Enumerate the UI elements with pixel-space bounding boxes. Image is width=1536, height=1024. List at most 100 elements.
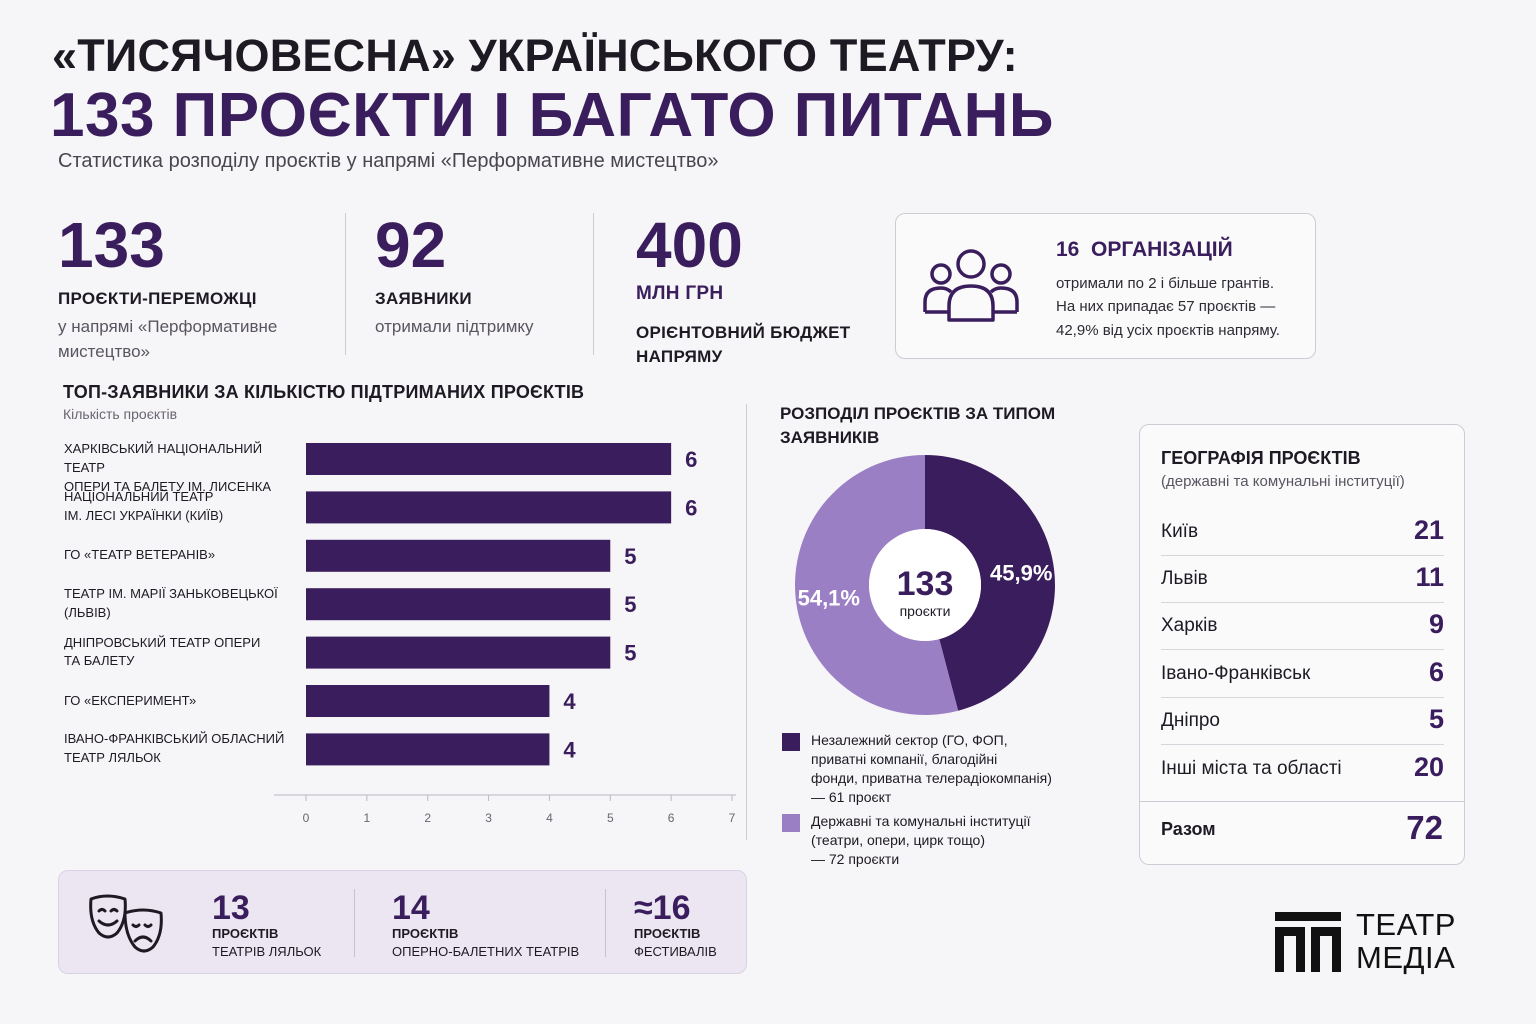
- stat-budget-label1: ОРІЄНТОВНИЙ БЮДЖЕТ: [636, 323, 851, 342]
- x-axis-tick-label: 6: [668, 811, 675, 825]
- section-divider: [746, 404, 747, 840]
- geography-city: Харків: [1161, 615, 1218, 636]
- bar-category-line: ІМ. ЛЕСІ УКРАЇНКИ (КИЇВ): [64, 508, 224, 524]
- pie-chart-title: РОЗПОДІЛ ПРОЄКТІВ ЗА ТИПОМ ЗАЯВНИКІВ: [780, 404, 1056, 447]
- organizations-description: отримали по 2 і більше грантів. На них п…: [1056, 272, 1306, 342]
- geography-value: 9: [1428, 609, 1444, 639]
- geography-city: Дніпро: [1161, 710, 1221, 731]
- bottom-divider: [605, 889, 606, 957]
- bar-category-line: ІВАНО-ФРАНКІВСЬКИЙ ОБЛАСНИЙ: [64, 731, 285, 747]
- logo-line1: ТЕАТР: [1356, 907, 1456, 942]
- organizations-card: 16 ОРГАНІЗАЦІЙ отримали по 2 і більше гр…: [895, 213, 1316, 359]
- theatre-masks-icon: [89, 894, 163, 953]
- bar-category-line: ТЕАТР ІМ. МАРІЇ ЗАНЬКОВЕЦЬКОЇ: [64, 586, 278, 602]
- geography-row: Івано-Франківськ 6: [1161, 651, 1444, 698]
- bar-category-label: ГО «ЕКСПЕРИМЕНТ»: [64, 692, 299, 711]
- donut-center-label: проєкти: [900, 603, 951, 619]
- stat-budget: 400 МЛН ГРН ОРІЄНТОВНИЙ БЮДЖЕТ НАПРЯМУ: [636, 213, 876, 369]
- bar-chart-subtitle: Кількість проєктів: [63, 406, 178, 422]
- bar: [306, 636, 611, 669]
- organizations-count: 16: [1056, 238, 1080, 261]
- bottom-opera-value: 14: [392, 889, 430, 927]
- organizations-line3: 42,9% від усіх проєктів напряму.: [1056, 321, 1280, 339]
- bar-category-line: НАЦІОНАЛЬНИЙ ТЕАТР: [64, 489, 214, 505]
- pie-slice: [795, 455, 959, 715]
- donut-hole: [869, 529, 981, 641]
- legend-text: Державні та комунальні інституції (театр…: [811, 812, 1031, 869]
- geography-row: Львів 11: [1161, 556, 1444, 603]
- geography-row: Київ 21: [1161, 509, 1444, 556]
- bar: [306, 443, 672, 475]
- geography-value: 11: [1415, 562, 1444, 592]
- stat-applicants: 92 ЗАЯВНИКИ отримали підтримку: [375, 213, 585, 340]
- legend-item-state: Державні та комунальні інституції (театр…: [782, 812, 1072, 872]
- stat-budget-unit: МЛН ГРН: [636, 283, 724, 304]
- bottom-puppet-label1: ПРОЄКТІВ: [212, 926, 279, 941]
- bar: [306, 588, 611, 621]
- organizations-line2: На них припадає 57 проєктів —: [1056, 298, 1276, 316]
- bar-value-label: 5: [624, 592, 636, 617]
- bar-chart-title: ТОП-ЗАЯВНИКИ ЗА КІЛЬКІСТЮ ПІДТРИМАНИХ ПР…: [63, 382, 585, 402]
- page-title-line2: 133 ПРОЄКТИ І БАГАТО ПИТАНЬ: [50, 81, 1054, 150]
- group-icon: [923, 249, 1019, 322]
- bar-category-line: ОПЕРИ ТА БАЛЕТУ ІМ. ЛИСЕНКА: [64, 478, 271, 494]
- geography-value: 21: [1413, 515, 1444, 545]
- legend-line: Державні та комунальні інституції: [811, 813, 1031, 829]
- bar: [306, 539, 611, 572]
- x-axis-tick-label: 1: [364, 811, 371, 825]
- legend-line: приватні компанії, благодійні: [811, 750, 998, 767]
- pie-slice: [925, 455, 1055, 711]
- legend-swatch: [782, 814, 800, 832]
- bar-value-label: 4: [563, 689, 576, 714]
- x-axis-tick-label: 5: [607, 811, 614, 825]
- logo-line2: МЕДІА: [1356, 939, 1456, 975]
- geography-total-value: 72: [1406, 809, 1443, 846]
- bar-category-label: ХАРКІВСЬКИЙ НАЦІОНАЛЬНИЙ ТЕАТР ОПЕРИ ТА Б…: [64, 440, 299, 497]
- teatr-media-logo-icon: [1275, 912, 1341, 972]
- x-axis-tick-label: 3: [485, 811, 492, 825]
- bar-category-line: ХАРКІВСЬКИЙ НАЦІОНАЛЬНИЙ ТЕАТР: [64, 441, 263, 475]
- bar-category-line: ДНІПРОВСЬКИЙ ТЕАТР ОПЕРИ: [64, 634, 261, 650]
- bar-category-line: ТА БАЛЕТУ: [64, 653, 135, 669]
- bar-category-line: (ЛЬВІВ): [64, 605, 111, 621]
- geography-row: Харків 9: [1161, 603, 1444, 650]
- geography-divider: [1140, 801, 1464, 802]
- geography-subtitle: (державні та комунальні інституції): [1161, 473, 1405, 490]
- geography-city: Івано-Франківськ: [1161, 663, 1311, 684]
- bar-value-label: 5: [624, 544, 636, 569]
- legend-item-independent: Незалежний сектор (ГО, ФОП, приватні ком…: [782, 731, 1072, 807]
- bar-category-label: НАЦІОНАЛЬНИЙ ТЕАТР ІМ. ЛЕСІ УКРАЇНКИ (КИЇ…: [64, 488, 299, 526]
- bar: [306, 491, 672, 524]
- stat-budget-value: 400: [636, 209, 743, 281]
- bar: [306, 733, 550, 766]
- stat-applicants-sub: отримали підтримку: [375, 317, 534, 336]
- organizations-title: 16 ОРГАНІЗАЦІЙ: [1056, 238, 1233, 262]
- bar-chart: 6 6 5 5 5 4 4 0 1 2 3 4 5 6 7: [274, 443, 736, 825]
- bottom-festival-label1: ПРОЄКТІВ: [634, 926, 701, 941]
- bottom-divider: [354, 889, 355, 957]
- geography-title: ГЕОГРАФІЯ ПРОЄКТІВ: [1161, 448, 1361, 468]
- bar-category-line: ГО «ЕКСПЕРИМЕНТ»: [64, 692, 197, 708]
- page-subtitle: Статистика розподілу проєктів у напрямі …: [58, 150, 719, 172]
- stat-winners: 133 ПРОЄКТИ-ПЕРЕМОЖЦІ у напрямі «Перформ…: [58, 213, 338, 364]
- bar-value-label: 6: [685, 495, 697, 520]
- organizations-title-text: ОРГАНІЗАЦІЙ: [1091, 238, 1233, 261]
- legend-line: — 61 проєкт: [811, 788, 892, 805]
- bar-category-label: ГО «ТЕАТР ВЕТЕРАНІВ»: [64, 546, 299, 565]
- stat-winners-label: ПРОЄКТИ-ПЕРЕМОЖЦІ: [58, 289, 257, 308]
- bottom-opera-label2: ОПЕРНО-БАЛЕТНИХ ТЕАТРІВ: [392, 944, 580, 959]
- bar-value-label: 6: [685, 447, 697, 472]
- bar-category-line: ТЕАТР ЛЯЛЬОК: [64, 750, 161, 766]
- geography-city: Інші міста та області: [1161, 758, 1342, 779]
- stat-applicants-label: ЗАЯВНИКИ: [375, 289, 472, 308]
- legend-line: Незалежний сектор (ГО, ФОП,: [811, 732, 1008, 748]
- pie-slice-label: 54,1%: [798, 585, 860, 610]
- stat-winners-sub2: мистецтво»: [58, 341, 151, 361]
- geography-total-label: Разом: [1161, 819, 1216, 839]
- bar: [306, 685, 550, 717]
- legend-line: (театри, опери, цирк тощо): [811, 831, 986, 848]
- bar-value-label: 4: [563, 737, 576, 762]
- geography-value: 20: [1413, 752, 1444, 782]
- organizations-line1: отримали по 2 і більше грантів.: [1056, 275, 1275, 292]
